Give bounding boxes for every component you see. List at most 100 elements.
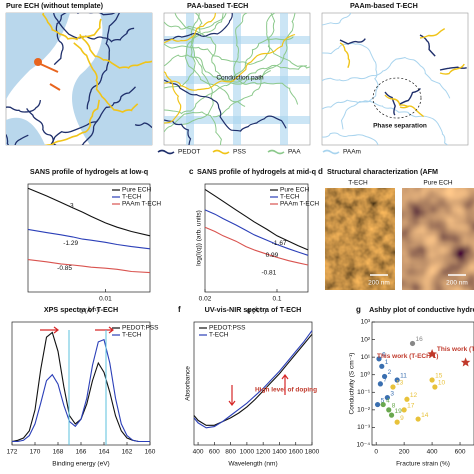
legend-label: T-ECH — [280, 194, 300, 201]
paa-band — [186, 13, 194, 145]
phase-label: Phase separation — [373, 123, 427, 130]
point-label: 6 — [382, 352, 386, 359]
chain — [419, 27, 446, 39]
chain — [164, 13, 233, 41]
scatter-point — [432, 384, 438, 390]
legend-label: T-ECH — [122, 194, 142, 201]
chart-title: SANS profile of hydrogels at low-q — [30, 167, 148, 176]
point-label: 2 — [388, 369, 392, 376]
schematics: Pure ECH (without template) PAA-based T-… — [5, 1, 469, 146]
legend-label: Pure ECH — [122, 187, 152, 194]
legend-label: PSS — [233, 149, 247, 156]
x-axis-label: Wavelength (nm) — [228, 461, 277, 468]
annotation: -0.85 — [57, 265, 72, 272]
chain — [6, 100, 42, 113]
y-tick-label: 10⁻³ — [357, 424, 371, 431]
chain — [174, 13, 214, 125]
y-tick-label: 10⁻⁴ — [357, 442, 371, 449]
annotation: 0.99 — [266, 252, 279, 259]
chain — [164, 13, 217, 44]
y-axis-label: Conductivity (S cm⁻¹) — [349, 353, 356, 415]
chain — [164, 54, 308, 83]
legend-label: PAAm — [343, 149, 361, 156]
x-tick-label: 172 — [7, 449, 18, 456]
series-line — [12, 338, 150, 443]
chain — [42, 13, 102, 41]
scatter-point — [374, 401, 381, 408]
legend-swatch — [322, 149, 340, 155]
series-line — [27, 228, 151, 250]
point-label: 3 — [390, 390, 394, 397]
point-label: 1 — [385, 359, 389, 366]
plot-frame — [27, 183, 151, 293]
y-tick-label: 10² — [361, 336, 371, 343]
pedot-domain — [6, 117, 45, 145]
chain — [184, 13, 246, 107]
scatter-point — [404, 396, 410, 402]
chain — [164, 36, 294, 115]
annotation: -1.67 — [272, 240, 287, 247]
point-label: 11 — [400, 373, 407, 380]
point-label: 16 — [416, 336, 424, 343]
y-axis-label: log(I(q)) (arb. units) — [196, 210, 203, 266]
series-line — [204, 226, 309, 266]
scatter-point — [380, 401, 386, 408]
chart-title: Ashby plot of conductive hydro — [369, 305, 474, 314]
chart-title: SANS profile of hydrogels at mid-q — [197, 167, 316, 176]
legend-swatch — [212, 149, 230, 155]
chart-title: XPS spectra of T-ECH — [44, 305, 118, 314]
series-line — [204, 188, 309, 251]
legend-label: PAAm T-ECH — [122, 201, 161, 208]
legend-label: PEDOT:PSS — [122, 325, 159, 332]
chains — [6, 13, 467, 145]
x-tick-label: 160 — [145, 449, 156, 456]
image-label: T-ECH — [348, 180, 368, 187]
x-axis-label: Fracture strain (%) — [396, 461, 450, 468]
panel-label: c — [189, 167, 194, 176]
scatter-point — [394, 419, 400, 425]
chain — [53, 13, 67, 66]
point-label: 19 — [395, 408, 403, 415]
x-tick-label: 0.02 — [199, 296, 212, 303]
panel-frame — [321, 12, 469, 146]
panel-label: d — [318, 167, 323, 176]
point-label: 7 — [383, 377, 387, 384]
chain — [384, 94, 409, 108]
legend-swatch — [157, 149, 175, 155]
arrow — [228, 374, 289, 406]
paa-band — [280, 13, 288, 145]
x-tick-label: 1600 — [288, 449, 303, 456]
x-tick-label: 0 — [374, 449, 378, 456]
point-label: 12 — [410, 392, 418, 399]
chain — [164, 119, 192, 145]
legend-swatch — [267, 149, 285, 155]
afm-image — [402, 188, 474, 290]
scatter-point — [429, 377, 435, 383]
annotation: -1.29 — [63, 240, 78, 247]
y-axis-label: Absorbance — [185, 366, 192, 401]
scale-label: 200 nm — [446, 280, 468, 287]
series-line — [11, 331, 150, 443]
carrier — [34, 58, 42, 66]
chain — [79, 34, 152, 69]
chain — [384, 91, 396, 116]
scatter-point — [386, 407, 392, 413]
legend-label: PAA — [288, 149, 301, 156]
chain — [267, 13, 310, 69]
scatter-point — [415, 416, 421, 422]
image-label: Pure ECH — [423, 180, 453, 187]
panel-title: PAA-based T-ECH — [187, 1, 248, 10]
chain — [399, 105, 425, 118]
series-line — [27, 187, 151, 237]
phase-region — [372, 77, 422, 119]
point-label: 13 — [396, 380, 404, 387]
scale-label: 200 nm — [368, 280, 390, 287]
x-tick-label: 1000 — [240, 449, 255, 456]
chain — [164, 13, 203, 89]
x-tick-label: 400 — [427, 449, 438, 456]
chain — [164, 13, 227, 30]
y-tick-label: 10⁻¹ — [357, 389, 371, 396]
legend-label: PAAm T-ECH — [280, 201, 319, 208]
